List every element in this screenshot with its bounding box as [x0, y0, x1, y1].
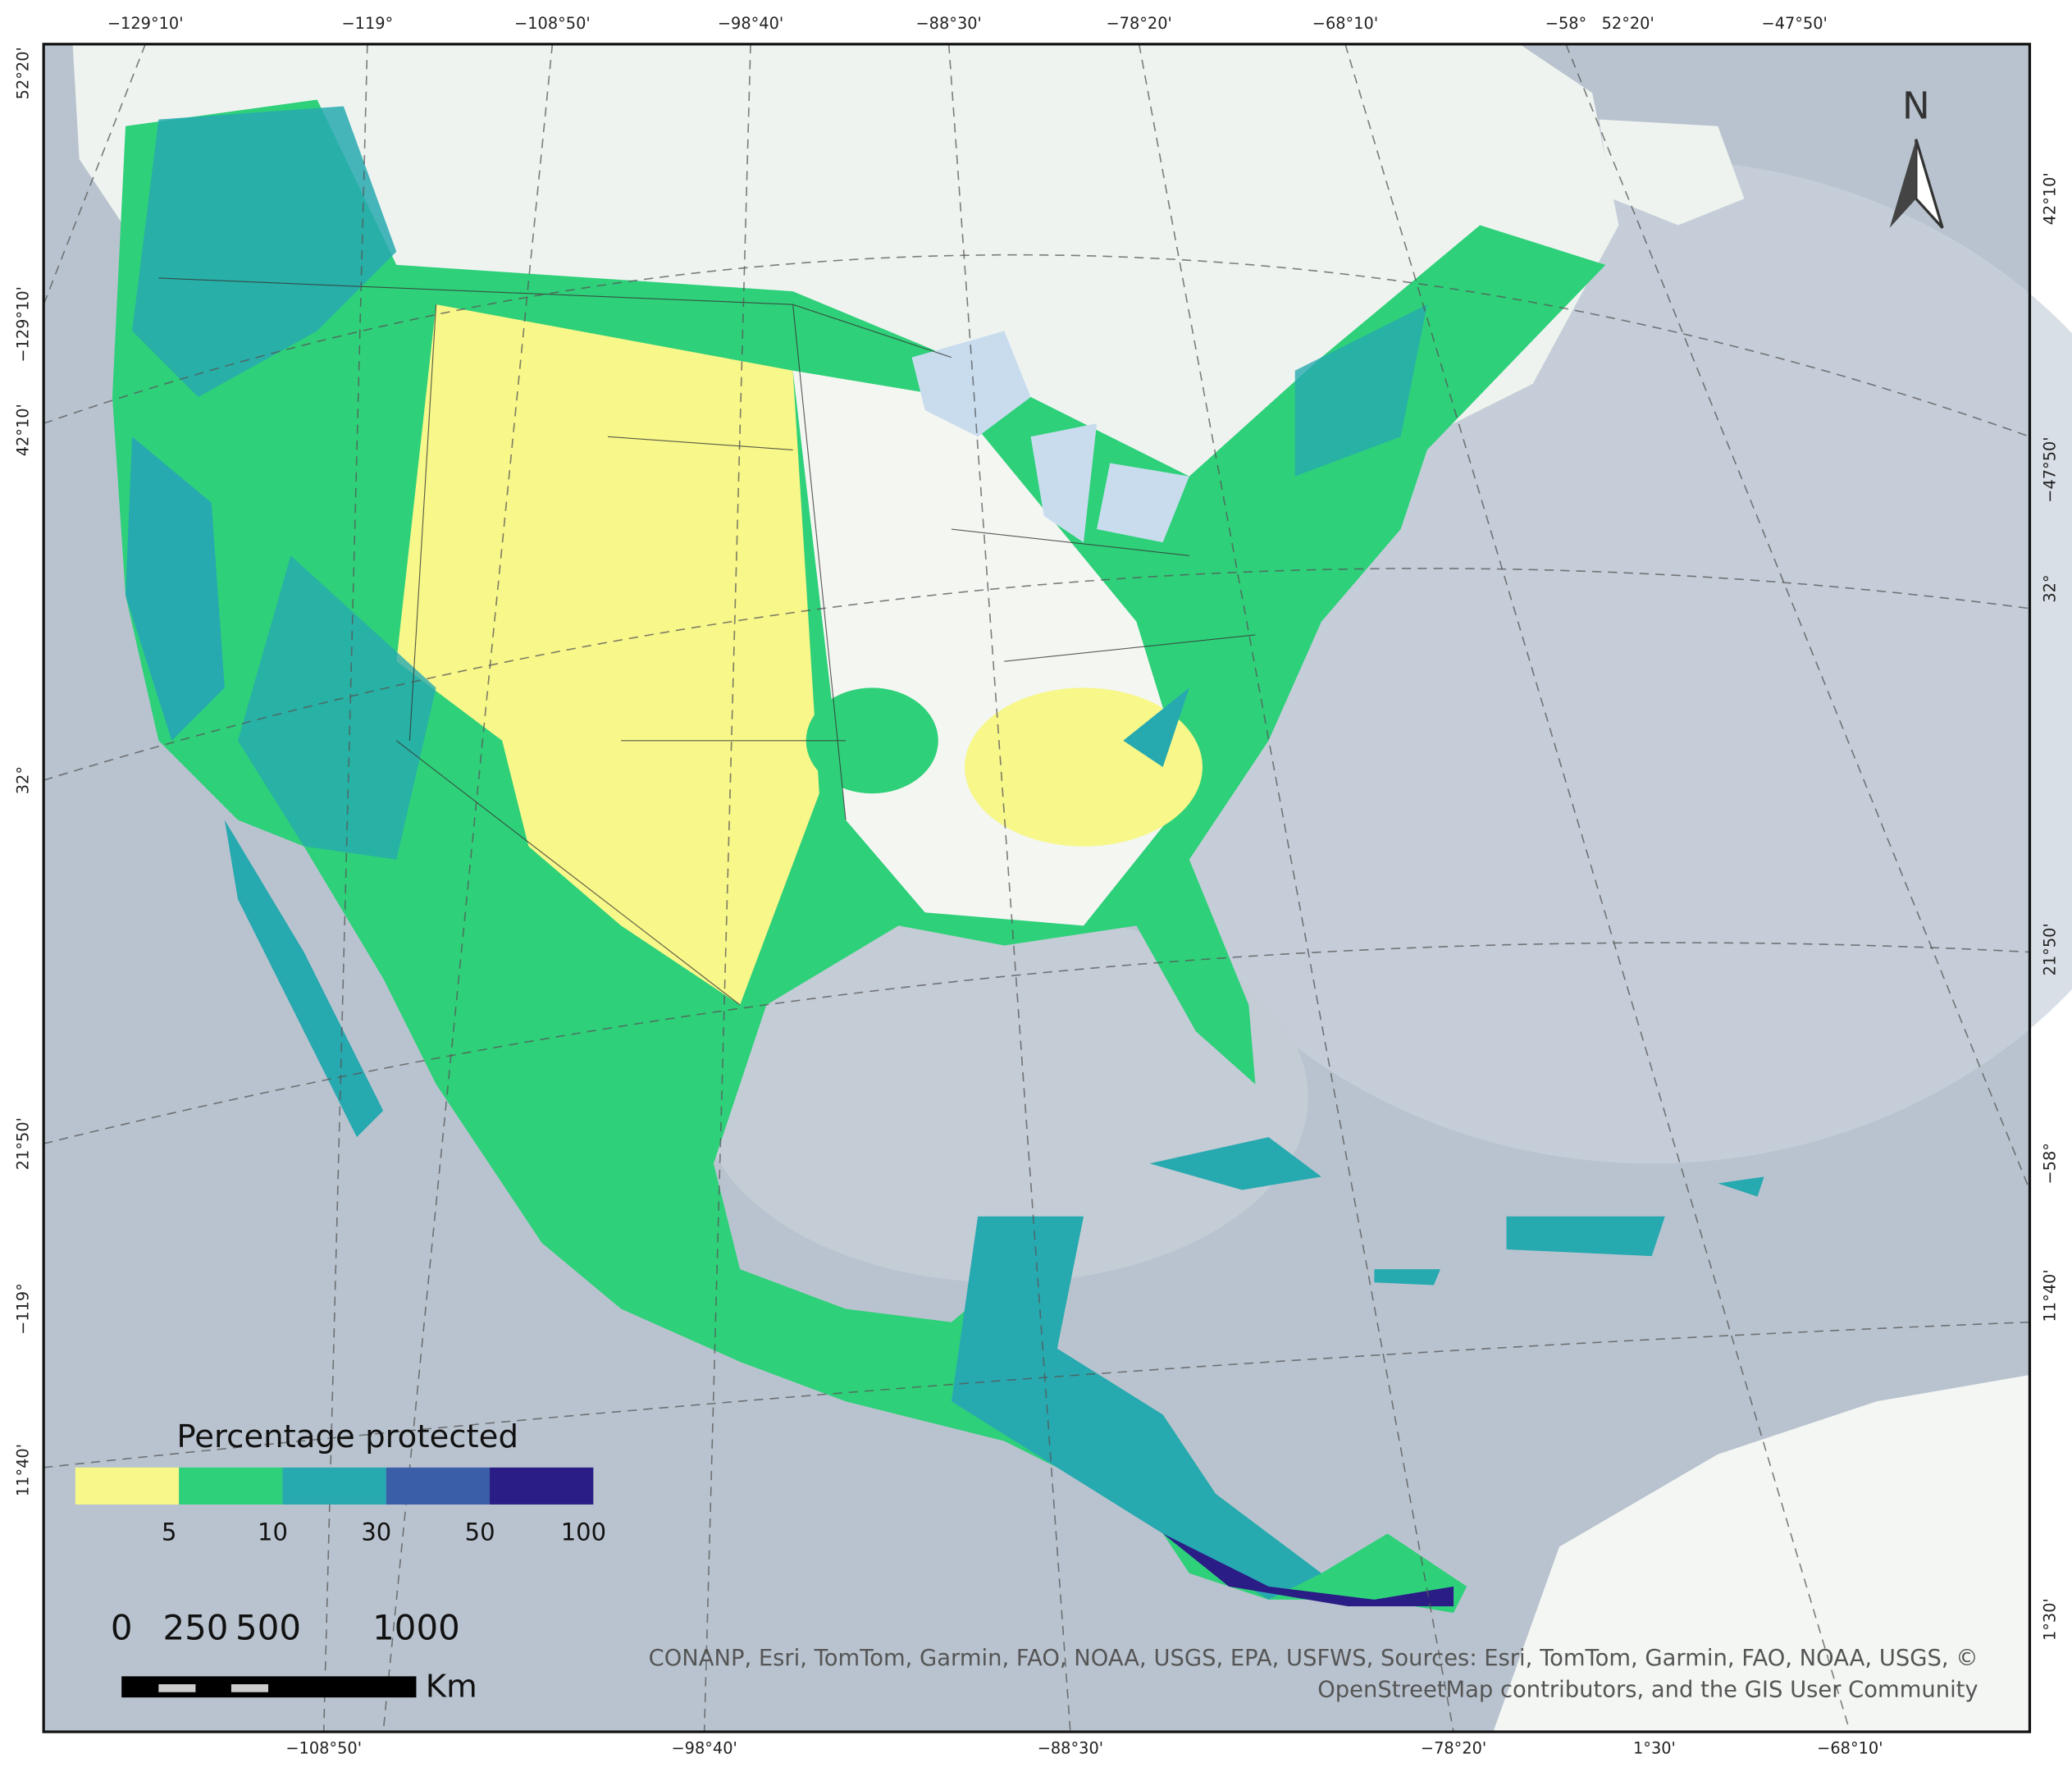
legend-swatch [386, 1467, 491, 1505]
coordinate-label: 1°30' [1633, 1738, 1676, 1757]
legend-label: 30 [361, 1518, 391, 1546]
plains [396, 304, 819, 1005]
ozarks [806, 687, 938, 794]
coordinate-labels: −129°10' −119° −108°50' −98°40' −88°30' −78°2… [13, 14, 2059, 1757]
coordinate-label: −58° [2041, 1143, 2060, 1184]
attribution-line: CONANP, Esri, TomTom, Garmin, FAO, NOAA,… [649, 1646, 1978, 1671]
attribution-line: OpenStreetMap contributors, and the GIS … [1317, 1678, 1978, 1703]
coordinate-label: −119° [13, 1283, 32, 1335]
coordinate-label: −58° [1545, 14, 1586, 33]
coordinate-label: 11°40' [13, 1444, 32, 1496]
coordinate-label: 32° [2041, 574, 2060, 602]
costa-rica-panama [1162, 1533, 1454, 1606]
gulf [700, 912, 1308, 1283]
coordinate-label: −47°50' [2041, 436, 2060, 502]
coordinate-label: −129°10' [107, 14, 184, 33]
coordinate-label: 1°30' [2041, 1598, 2060, 1641]
appalachia-north [1294, 304, 1427, 477]
coordinate-label: 52°20' [13, 47, 32, 99]
legend-label: 5 [162, 1518, 176, 1546]
legend-swatch [179, 1467, 283, 1505]
coordinate-label: −88°30' [915, 14, 981, 33]
map-frame [42, 43, 2032, 1733]
scale-bar: Km 0 250 500 1000 [111, 1607, 477, 1705]
scale-bar-segment [158, 1684, 196, 1692]
scale-bar-segment [230, 1684, 269, 1692]
coordinate-label: 42°10' [13, 404, 32, 456]
coordinate-label: −88°30' [1038, 1738, 1103, 1757]
north-arrow: N [1889, 84, 1944, 229]
coordinate-label: −98°40' [671, 1738, 737, 1757]
scale-label: 250 [162, 1607, 228, 1647]
coordinate-label: −78°20' [1421, 1738, 1486, 1757]
coordinate-label: 52°20' [1602, 14, 1654, 33]
scale-label: 500 [235, 1607, 301, 1647]
great-basin [237, 555, 436, 860]
coordinate-label: 21°50' [13, 1117, 32, 1170]
great-lakes [911, 331, 1189, 543]
newfoundland [1599, 119, 1745, 226]
canada [72, 43, 1619, 530]
coordinate-label: −68°10' [1312, 14, 1378, 33]
north-label: N [1902, 84, 1930, 128]
coordinate-label: 21°50' [2041, 923, 2060, 975]
coordinate-label: −78°20' [1106, 14, 1171, 33]
central-america [951, 1216, 1321, 1600]
coordinate-label: 11°40' [2041, 1269, 2060, 1322]
legend-swatch [75, 1467, 180, 1505]
coordinate-label: −108°50' [514, 14, 591, 33]
scale-label: 0 [111, 1607, 133, 1647]
legend-label: 50 [465, 1518, 495, 1546]
legend-swatch [490, 1467, 594, 1505]
coordinate-label: 42°10' [2041, 172, 2060, 225]
scale-unit: Km [426, 1668, 477, 1705]
legend: Percentage protected 5 10 30 50 100 [75, 1418, 606, 1546]
coordinate-label: −119° [341, 14, 393, 33]
coordinate-label: −108°50' [285, 1738, 362, 1757]
pacific-coast [126, 436, 225, 741]
south-america [1493, 1375, 2030, 1733]
state-borders [158, 277, 1256, 1006]
legend-label: 10 [258, 1518, 288, 1546]
graticule [43, 43, 2031, 1733]
caribbean [1149, 1137, 1764, 1286]
coordinate-label: −47°50' [1762, 14, 1828, 33]
coordinate-label: −68°10' [1817, 1738, 1883, 1757]
appalachia-south [1123, 687, 1189, 768]
baja [224, 820, 384, 1138]
legend-swatch [282, 1467, 386, 1505]
land [72, 43, 2030, 1733]
coordinate-label: 32° [13, 766, 32, 794]
northwest [132, 106, 397, 397]
legend-title: Percentage protected [176, 1418, 518, 1455]
scale-label: 1000 [372, 1607, 460, 1647]
coordinate-label: −129°10' [13, 286, 32, 363]
legend-label: 100 [561, 1518, 606, 1546]
coordinate-label: −98°40' [718, 14, 783, 33]
